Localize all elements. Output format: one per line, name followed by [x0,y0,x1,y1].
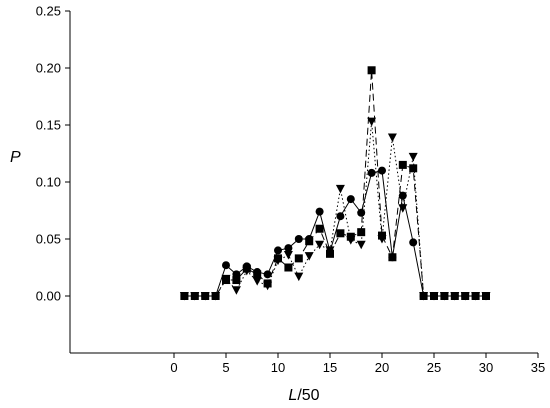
y-tick-label: 0.25 [36,4,61,19]
series-triangle-down [179,117,491,301]
x-tick-label: 15 [323,360,337,375]
series-line-dashed [184,70,486,297]
x-tick-label: 5 [222,360,229,375]
x-axis-label-main: L [288,387,297,404]
series-line-dotted [184,121,486,297]
data-point-circle [190,292,199,300]
data-point-square [336,229,345,238]
data-point-circle [201,292,210,300]
plot-area: 0 5 10 15 20 25 30 35 0.00 0.05 0.10 0.15 0.20 0.25 [36,4,546,376]
data-point-circle [274,246,282,255]
data-point-circle [482,292,490,300]
data-point-square [284,263,293,272]
series-layer [179,66,491,301]
data-point-triangle [283,250,293,260]
data-point-square [409,164,418,173]
x-tick-label: 10 [271,360,285,375]
x-ticks: 0 5 10 15 20 25 30 35 [170,353,545,375]
data-point-circle [232,270,241,279]
y-tick-label: 0.10 [36,175,61,190]
data-point-circle [409,238,418,247]
x-tick-label: 0 [170,360,177,375]
y-tick-label: 0.00 [36,289,61,304]
data-point-triangle [315,240,325,250]
data-point-circle [294,235,303,243]
data-point-square [294,254,303,263]
x-tick-label: 20 [375,360,389,375]
data-point-square [222,276,230,285]
data-point-circle [326,247,334,256]
data-point-triangle [408,152,418,162]
data-point-circle [346,195,355,204]
series-circle [180,166,490,300]
data-point-circle [284,244,293,253]
x-tick-label: 35 [531,360,545,375]
x-axis-label-suffix: /50 [297,387,319,404]
data-point-circle [336,212,345,221]
data-point-circle [242,262,251,271]
data-point-circle [211,292,220,300]
data-point-circle [398,191,407,200]
y-axis-label: P [10,149,21,166]
data-point-circle [253,268,262,277]
y-tick-label: 0.15 [36,118,61,133]
data-point-circle [367,168,376,177]
data-point-circle [388,253,397,262]
data-point-circle [450,292,459,300]
data-point-circle [440,292,449,300]
y-ticks: 0.00 0.05 0.10 0.15 0.20 0.25 [36,4,70,304]
data-point-square [346,232,355,241]
data-point-square [315,224,324,233]
data-point-square [274,254,282,263]
data-point-triangle [335,184,345,194]
data-point-triangle [387,133,397,143]
data-point-circle [180,292,189,300]
data-point-square [378,231,386,240]
data-point-circle [315,207,324,216]
data-point-circle [419,292,428,300]
data-point-triangle [252,277,262,286]
data-point-circle [222,261,230,270]
data-point-square [357,228,366,237]
data-point-circle [461,292,470,300]
x-tick-label: 25 [427,360,441,375]
data-point-circle [305,235,314,243]
data-point-triangle [367,117,377,127]
data-point-triangle [304,252,314,261]
data-point-square [232,276,241,285]
data-point-triangle [231,286,241,295]
data-point-square [398,160,407,169]
data-point-square [367,66,376,75]
data-point-circle [263,270,272,279]
data-point-triangle [294,272,304,282]
data-point-circle [471,292,480,300]
data-point-circle [357,208,366,217]
y-tick-label: 0.20 [36,61,61,76]
x-tick-label: 30 [479,360,493,375]
data-point-triangle [356,240,366,250]
data-point-square [263,279,272,288]
x-axis-label: L/50 [288,387,319,404]
y-tick-label: 0.05 [36,232,61,247]
data-point-circle [378,166,386,175]
data-point-circle [430,292,438,300]
